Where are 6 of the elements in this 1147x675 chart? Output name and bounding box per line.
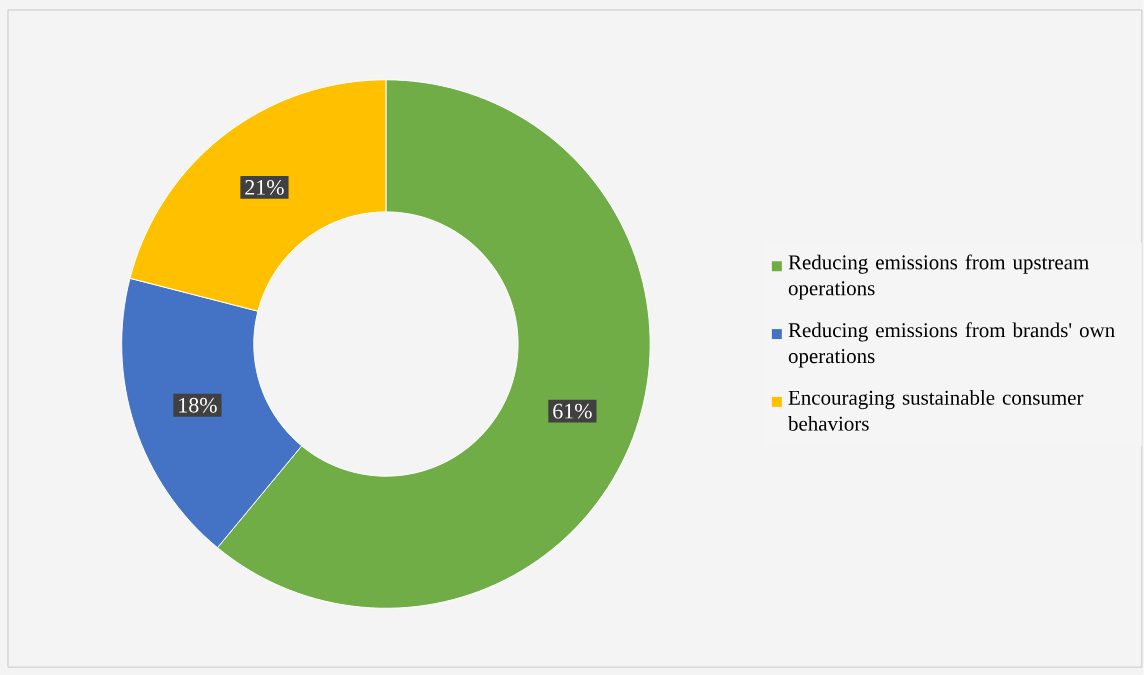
legend-label: Encouraging sustainable consumer behaviors	[788, 390, 1084, 431]
data-label: 21%	[245, 179, 284, 195]
legend-label: Reducing emissions from upstream operations	[788, 254, 1089, 300]
legend-label: Reducing emissions from brands' own operations	[788, 322, 1115, 368]
data-label: 18%	[179, 397, 217, 413]
data-label: 61%	[553, 403, 592, 419]
